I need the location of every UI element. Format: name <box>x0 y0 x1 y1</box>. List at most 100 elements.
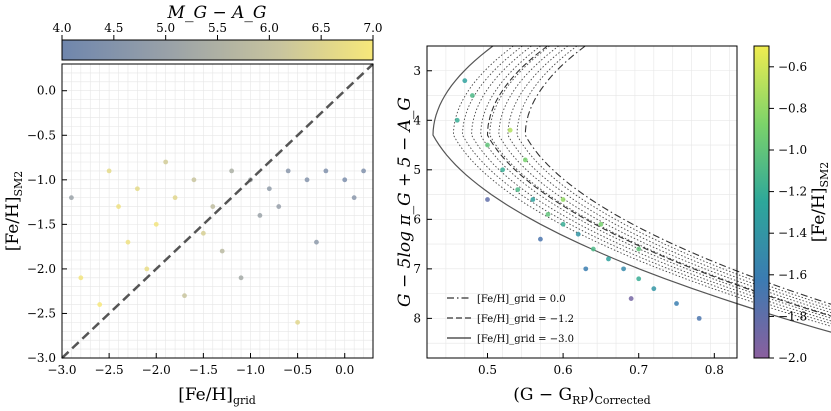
y-tick-label: −1.0 <box>27 173 56 187</box>
data-point <box>606 256 611 262</box>
data-point <box>583 266 589 272</box>
data-point <box>172 195 178 201</box>
data-point <box>134 186 140 192</box>
data-point <box>598 221 604 227</box>
data-point <box>125 239 131 245</box>
data-point <box>78 275 84 281</box>
y-tick-label: −3.0 <box>27 351 56 365</box>
data-point <box>522 157 528 163</box>
data-point <box>636 246 642 252</box>
right-legend: [Fe/H]_grid = 0.0 [Fe/H]_grid = −1.2 [Fe/H… <box>447 294 574 345</box>
data-point <box>153 221 159 227</box>
right-isochrones <box>432 45 831 333</box>
left-colorbar-label: M_G − A_G <box>167 3 267 23</box>
colorbar-tick-label: −0.6 <box>778 60 807 74</box>
data-point <box>276 204 282 209</box>
data-point <box>696 315 702 321</box>
data-point <box>485 197 490 202</box>
x-tick-label: 0.6 <box>554 363 573 377</box>
right-x-ticks: 0.5 0.6 0.7 0.8 <box>478 353 724 377</box>
data-point <box>628 296 634 301</box>
data-point <box>351 195 357 201</box>
right-x-axis-label: (G − GRP)Corrected <box>513 385 650 407</box>
left-y-ticks: −3.0 −2.5 −2.0 −1.5 −1.0 −0.5 0.0 <box>27 84 67 365</box>
left-identity-line <box>61 63 374 359</box>
legend-label: [Fe/H]_grid = −3.0 <box>477 334 574 345</box>
data-point <box>530 197 536 202</box>
colorbar-tick-label: 5.0 <box>156 21 175 35</box>
data-point <box>469 93 475 98</box>
colorbar-tick-label: 6.0 <box>260 21 279 35</box>
data-point <box>191 177 197 183</box>
isochrone-curve <box>480 45 831 319</box>
data-point <box>106 168 112 174</box>
data-point <box>323 168 329 174</box>
data-point <box>219 248 225 254</box>
y-tick-label: 0.0 <box>37 84 56 98</box>
data-point <box>295 319 301 325</box>
right-y-axis-label: G − 5log π_G + 5 − A_G <box>395 97 415 307</box>
isochrone-curve <box>486 45 831 317</box>
colorbar-tick-label: 4.5 <box>104 21 123 35</box>
isochrone-curve <box>524 45 831 305</box>
data-point <box>485 142 490 148</box>
y-tick-label: −1.5 <box>27 217 56 231</box>
y-tick-label: 4 <box>413 113 421 127</box>
data-point <box>674 301 679 306</box>
y-tick-label: 8 <box>413 311 421 325</box>
y-tick-label: 3 <box>413 64 421 78</box>
data-point <box>200 230 206 236</box>
data-point <box>621 266 626 272</box>
data-point <box>257 213 263 218</box>
data-point <box>560 197 566 202</box>
x-tick-label: 0.5 <box>478 363 497 377</box>
data-point <box>545 211 551 217</box>
data-point <box>163 159 169 165</box>
data-point <box>229 168 235 174</box>
y-tick-label: −2.0 <box>27 262 56 276</box>
legend-label: [Fe/H]_grid = −1.2 <box>477 314 574 325</box>
left-points <box>69 159 366 325</box>
isochrone-curve <box>471 45 831 322</box>
left-colorbar: 4.0 4.5 5.0 5.5 6.0 6.5 7.0 M_G − A_G <box>52 3 383 61</box>
data-point <box>304 177 310 183</box>
x-tick-label: −3.0 <box>47 363 76 377</box>
isochrone-curve <box>498 45 831 314</box>
left-colorbar-ticks: 4.0 4.5 5.0 5.5 6.0 6.5 7.0 <box>52 21 383 40</box>
y-tick-label: −0.5 <box>27 128 56 142</box>
y-tick-label: 7 <box>413 262 421 276</box>
right-plot-bg <box>427 46 737 358</box>
data-point <box>515 187 521 193</box>
y-tick-label: 6 <box>413 212 421 226</box>
x-tick-label: 0.0 <box>335 363 354 377</box>
data-point <box>210 204 216 209</box>
right-plot-frame <box>426 45 738 359</box>
colorbar-tick-label: −0.8 <box>778 101 807 115</box>
colorbar-tick-label: −1.8 <box>778 309 807 323</box>
data-point <box>285 168 291 174</box>
left-x-ticks: −3.0 −2.5 −2.0 −1.5 −1.0 −0.5 0.0 <box>47 353 354 377</box>
isochrone-curve <box>489 45 831 316</box>
data-point <box>538 236 543 242</box>
data-point <box>575 231 581 237</box>
left-colorbar-bar <box>61 39 374 61</box>
x-tick-label: −1.5 <box>189 363 218 377</box>
colorbar-tick-label: 5.5 <box>208 21 227 35</box>
data-point <box>454 117 460 123</box>
colorbar-tick-label: −1.4 <box>778 226 808 240</box>
data-point <box>636 276 642 282</box>
data-point <box>500 167 506 173</box>
right-colorbar: −0.6 −0.8 −1.0 −1.2 −1.4 −1.6 −1.8 −2.0 [Fe/H]S… <box>753 45 831 365</box>
isochrone-curve <box>516 45 831 308</box>
data-point <box>590 246 596 252</box>
right-plot: 0.5 0.6 0.7 0.8 3 4 5 6 7 8 (G − GRP)Corrected G… <box>395 45 831 407</box>
isochrone-curve <box>462 45 831 325</box>
colorbar-tick-label: 6.5 <box>312 21 331 35</box>
data-point <box>507 127 513 133</box>
colorbar-tick-label: −1.6 <box>778 268 807 282</box>
x-tick-label: −2.5 <box>95 363 124 377</box>
data-point <box>182 293 187 299</box>
left-x-axis-label: [Fe/H]grid <box>178 385 256 407</box>
colorbar-tick-label: 7.0 <box>363 21 382 35</box>
